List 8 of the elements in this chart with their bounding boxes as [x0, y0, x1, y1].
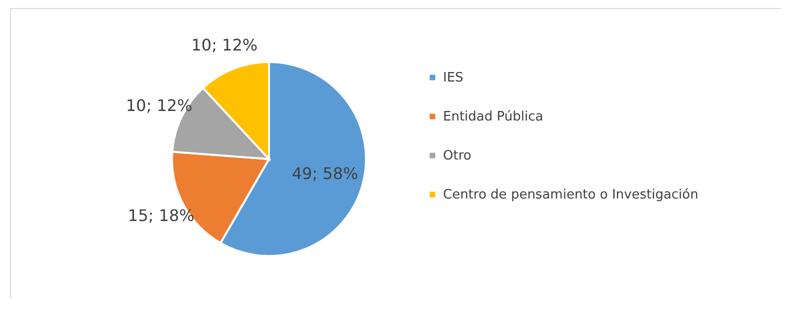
- data-label: 15; 18%: [128, 206, 194, 226]
- data-label: 10; 12%: [126, 96, 192, 116]
- legend-label: Otro: [443, 148, 472, 164]
- data-label: 49; 58%: [292, 164, 358, 184]
- data-label: 10; 12%: [191, 35, 258, 54]
- legend-label: Entidad Pública: [443, 110, 544, 124]
- legend-label: IES: [443, 70, 464, 86]
- legend-label: Centro de pensamiento o Investigación: [443, 188, 698, 202]
